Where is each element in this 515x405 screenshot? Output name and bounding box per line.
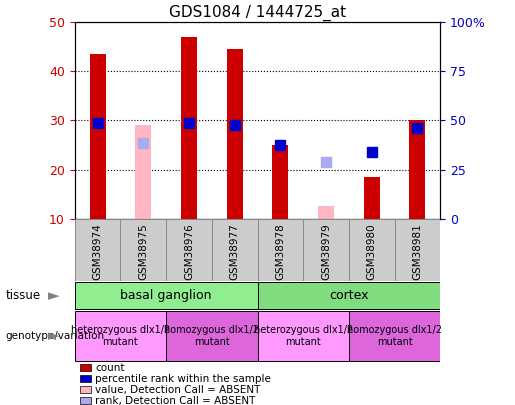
Text: count: count bbox=[95, 363, 125, 373]
Text: GSM38977: GSM38977 bbox=[230, 224, 239, 281]
Point bbox=[368, 149, 376, 156]
Text: rank, Detection Call = ABSENT: rank, Detection Call = ABSENT bbox=[95, 396, 255, 405]
Bar bbox=[181, 37, 197, 219]
Point bbox=[414, 125, 422, 131]
Point bbox=[231, 122, 239, 129]
Text: homozygous dlx1/2
mutant: homozygous dlx1/2 mutant bbox=[164, 325, 259, 347]
Text: GSM38975: GSM38975 bbox=[138, 224, 148, 281]
Text: GSM38974: GSM38974 bbox=[93, 224, 102, 281]
Point bbox=[185, 120, 193, 126]
Bar bbox=[166, 219, 212, 281]
Bar bbox=[75, 219, 121, 281]
Bar bbox=[121, 219, 166, 281]
Bar bbox=[212, 219, 258, 281]
Bar bbox=[90, 54, 106, 219]
Bar bbox=[364, 177, 380, 219]
Text: GSM38980: GSM38980 bbox=[367, 224, 377, 280]
Text: tissue: tissue bbox=[5, 289, 40, 302]
Bar bbox=[318, 207, 334, 219]
Bar bbox=[409, 121, 425, 219]
Text: genotype/variation: genotype/variation bbox=[5, 331, 104, 341]
Bar bbox=[75, 282, 258, 309]
Text: GSM38979: GSM38979 bbox=[321, 224, 331, 281]
Point bbox=[93, 120, 101, 126]
Text: heterozygous dlx1/2
mutant: heterozygous dlx1/2 mutant bbox=[71, 325, 170, 347]
Bar bbox=[258, 282, 440, 309]
Bar bbox=[227, 49, 243, 219]
Bar bbox=[303, 219, 349, 281]
Text: ►: ► bbox=[48, 328, 60, 344]
Text: ►: ► bbox=[48, 288, 60, 303]
Point bbox=[276, 142, 284, 148]
Title: GDS1084 / 1444725_at: GDS1084 / 1444725_at bbox=[169, 5, 346, 21]
Text: heterozygous dlx1/2
mutant: heterozygous dlx1/2 mutant bbox=[253, 325, 353, 347]
Bar bbox=[349, 311, 440, 361]
Text: percentile rank within the sample: percentile rank within the sample bbox=[95, 374, 271, 384]
Bar bbox=[135, 126, 151, 219]
Bar bbox=[258, 219, 303, 281]
Bar bbox=[349, 219, 394, 281]
Bar bbox=[272, 145, 288, 219]
Text: value, Detection Call = ABSENT: value, Detection Call = ABSENT bbox=[95, 385, 261, 394]
Text: homozygous dlx1/2
mutant: homozygous dlx1/2 mutant bbox=[347, 325, 442, 347]
Text: GSM38978: GSM38978 bbox=[276, 224, 285, 281]
Text: GSM38976: GSM38976 bbox=[184, 224, 194, 281]
Text: GSM38981: GSM38981 bbox=[413, 224, 422, 281]
Bar bbox=[166, 311, 258, 361]
Bar bbox=[258, 311, 349, 361]
Point bbox=[139, 139, 147, 146]
Bar bbox=[394, 219, 440, 281]
Text: cortex: cortex bbox=[329, 289, 369, 302]
Bar bbox=[75, 311, 166, 361]
Point bbox=[322, 159, 330, 166]
Text: basal ganglion: basal ganglion bbox=[121, 289, 212, 302]
